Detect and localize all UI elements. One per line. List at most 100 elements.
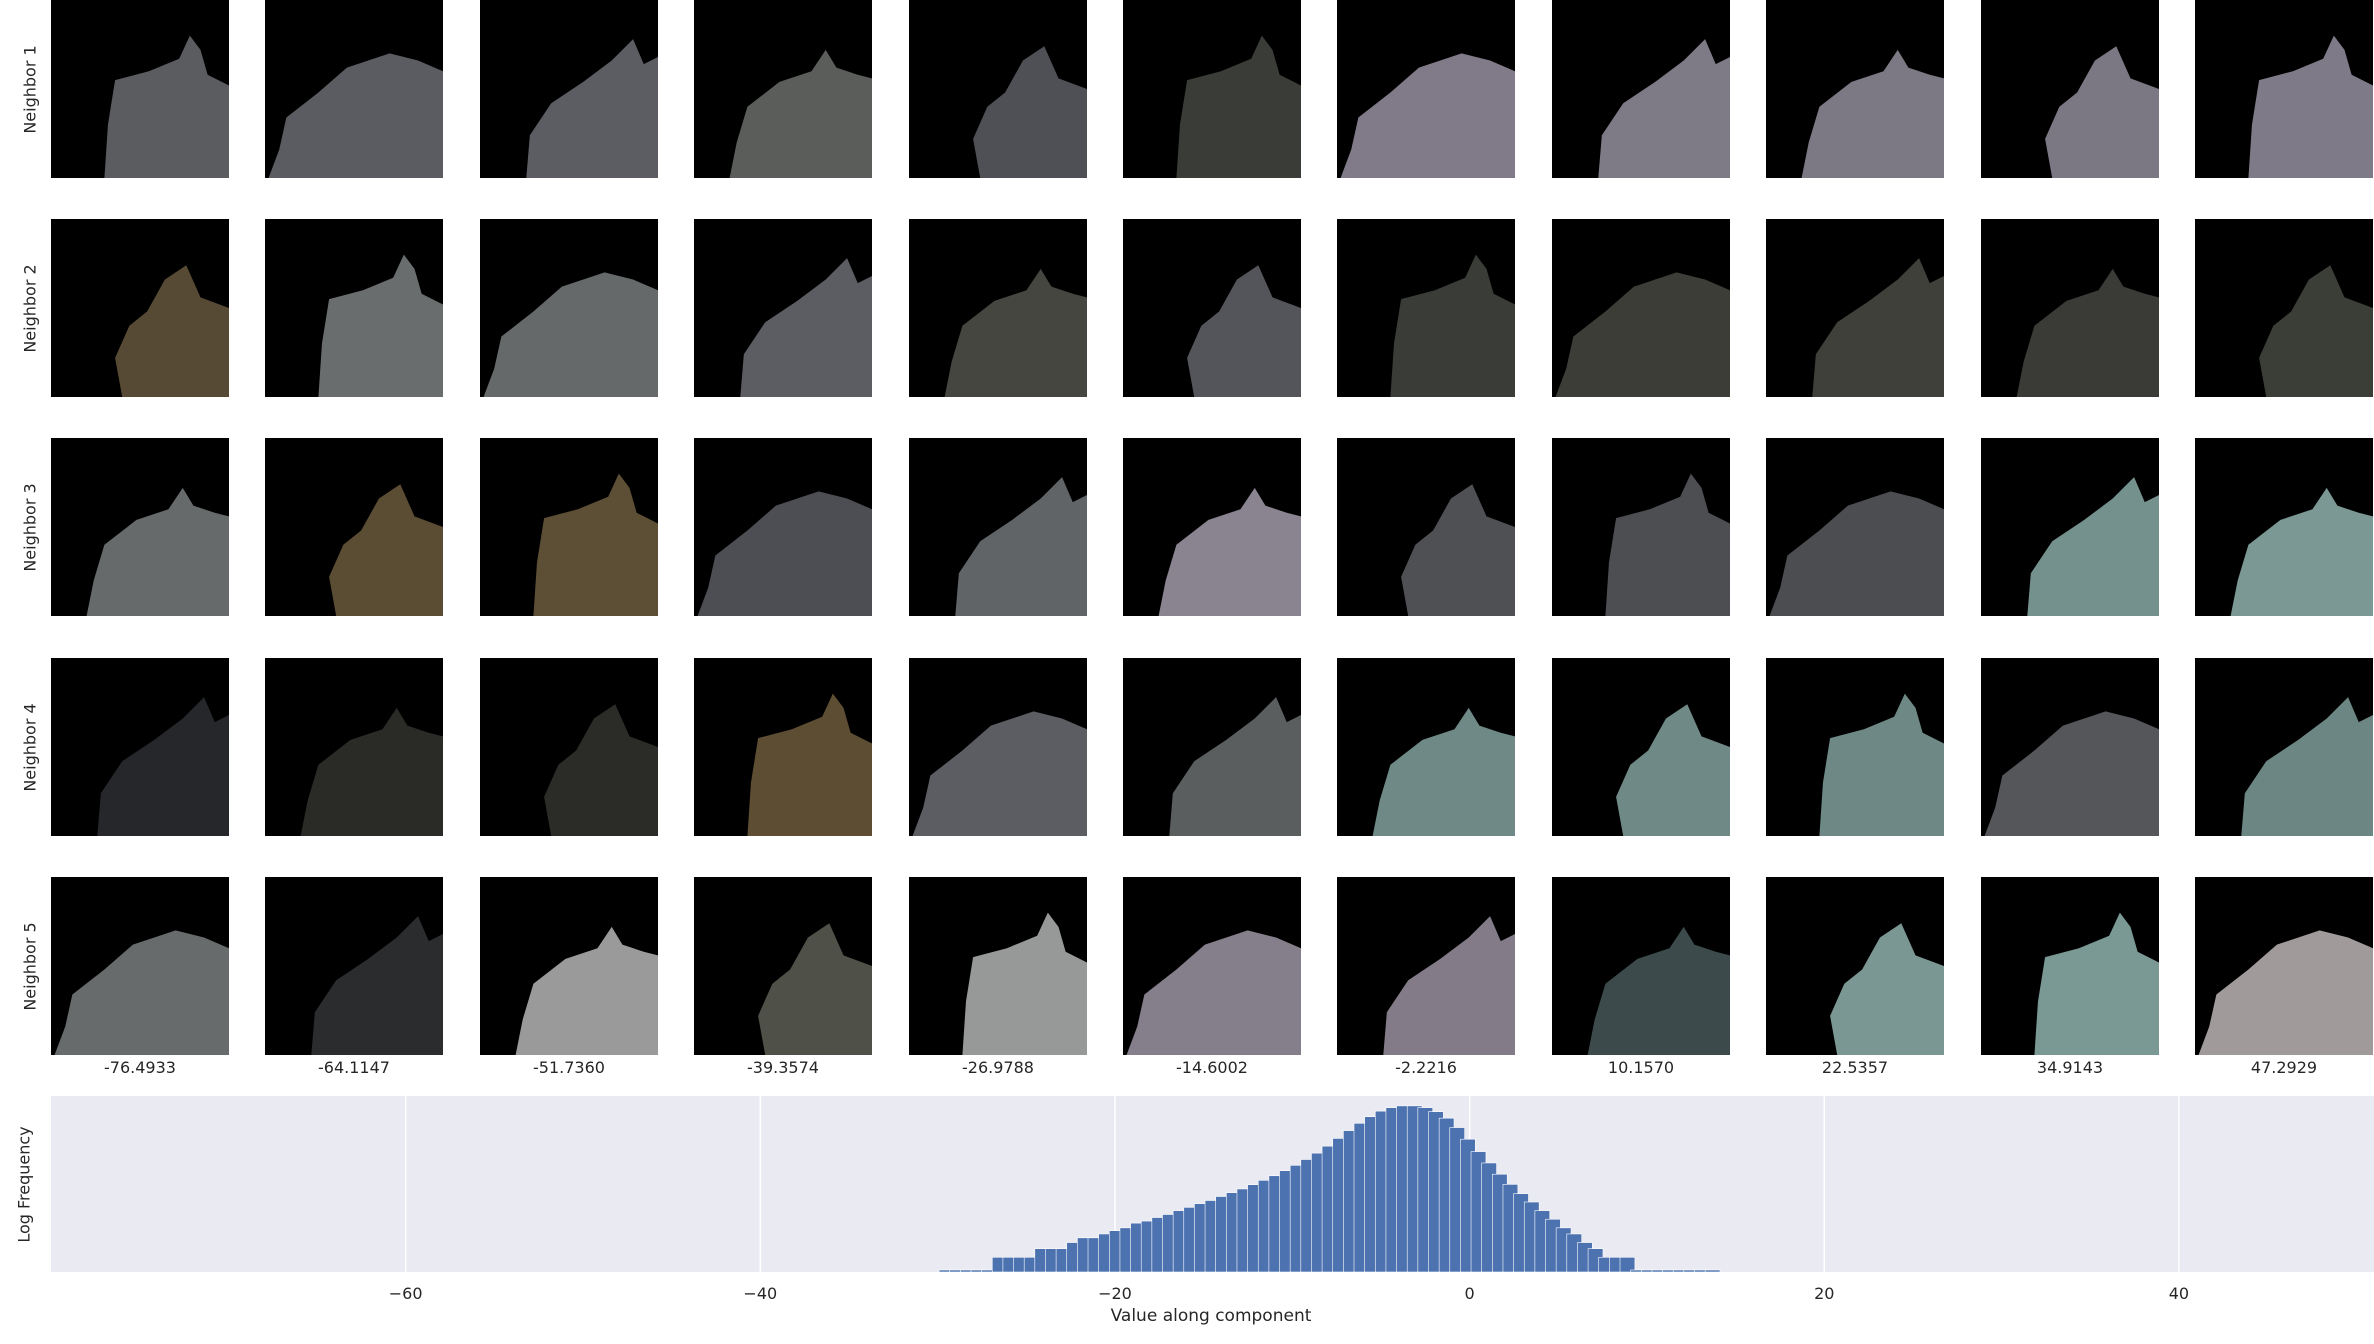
neighbor-image-tile bbox=[1337, 219, 1515, 397]
column-value-label: -76.4933 bbox=[104, 1058, 176, 1077]
segment-mask-svg bbox=[1390, 254, 1515, 397]
segment-blob bbox=[311, 916, 443, 1055]
neighbor-image-tile bbox=[1123, 438, 1301, 616]
segment-blob bbox=[1812, 258, 1944, 397]
segment-mask-svg bbox=[104, 35, 229, 178]
histogram-plot-area bbox=[51, 1096, 2374, 1272]
neighbor-image-tile bbox=[1552, 0, 1730, 178]
segment-mask-svg bbox=[1598, 39, 1730, 178]
segment-mask-svg bbox=[54, 930, 229, 1055]
segment-blob bbox=[2241, 697, 2373, 836]
segment-blob bbox=[1819, 693, 1944, 836]
segment-blob bbox=[912, 711, 1087, 836]
segment-blob bbox=[944, 268, 1087, 397]
neighbor-image-tile bbox=[2195, 438, 2373, 616]
neighbor-image-tile bbox=[1123, 658, 1301, 836]
neighbor-image-tile bbox=[480, 219, 658, 397]
segment-mask-svg bbox=[329, 484, 443, 616]
segment-mask-svg bbox=[1158, 487, 1301, 616]
segment-blob bbox=[1158, 487, 1301, 616]
segment-mask-svg bbox=[2027, 477, 2159, 616]
neighbor-image-tile bbox=[1766, 877, 1944, 1055]
neighbor-image-tile bbox=[2195, 219, 2373, 397]
segment-blob bbox=[300, 707, 443, 836]
row-label-text: Neighbor 4 bbox=[20, 702, 40, 792]
neighbor-image-tile bbox=[1981, 658, 2159, 836]
segment-mask-svg bbox=[697, 491, 872, 616]
column-value-label: -64.1147 bbox=[318, 1058, 390, 1077]
neighbor-image-tile bbox=[1552, 658, 1730, 836]
segment-mask-svg bbox=[758, 923, 872, 1055]
segment-mask-svg bbox=[1126, 930, 1301, 1055]
segment-blob bbox=[268, 53, 443, 178]
segment-blob bbox=[1340, 53, 1515, 178]
segment-mask-svg bbox=[544, 704, 658, 836]
neighbor-image-tile bbox=[265, 877, 443, 1055]
neighbor-image-tile bbox=[1981, 219, 2159, 397]
column-value-label: 34.9143 bbox=[2036, 1058, 2104, 1077]
segment-mask-svg bbox=[1372, 707, 1515, 836]
segment-mask-svg bbox=[97, 697, 229, 836]
x-tick-label: 0 bbox=[1464, 1284, 1475, 1303]
row-label-text: Neighbor 1 bbox=[20, 44, 40, 134]
segment-mask-svg bbox=[2248, 35, 2373, 178]
segment-mask-svg bbox=[1187, 265, 1301, 397]
segment-mask-svg bbox=[1812, 258, 1944, 397]
segment-mask-svg bbox=[1769, 491, 1944, 616]
segment-mask-svg bbox=[740, 258, 872, 397]
segment-blob bbox=[526, 39, 658, 178]
segment-blob bbox=[54, 930, 229, 1055]
segment-blob bbox=[2045, 46, 2159, 178]
segment-mask-svg bbox=[973, 46, 1087, 178]
segment-blob bbox=[1169, 697, 1301, 836]
neighbor-image-tile bbox=[1766, 0, 1944, 178]
histogram-svg bbox=[404, 1096, 2180, 1272]
segment-mask-svg bbox=[515, 926, 658, 1055]
column-value-label: 47.2929 bbox=[2250, 1058, 2318, 1077]
neighbor-image-tile bbox=[265, 0, 443, 178]
neighbor-image-tile bbox=[1123, 0, 1301, 178]
neighbor-image-tile bbox=[1337, 0, 1515, 178]
column-value-label: -51.7360 bbox=[533, 1058, 605, 1077]
neighbor-image-tile bbox=[1981, 0, 2159, 178]
segment-blob bbox=[318, 254, 443, 397]
segment-blob bbox=[97, 697, 229, 836]
segment-mask-svg bbox=[526, 39, 658, 178]
neighbor-image-tile bbox=[265, 658, 443, 836]
column-value-label: -26.9788 bbox=[962, 1058, 1034, 1077]
segment-blob bbox=[1605, 473, 1730, 616]
segment-mask-svg bbox=[1984, 711, 2159, 836]
row-label-text: Neighbor 2 bbox=[20, 263, 40, 353]
neighbor-image-tile bbox=[1552, 877, 1730, 1055]
neighbor-image-tile bbox=[51, 877, 229, 1055]
segment-blob bbox=[1555, 272, 1730, 397]
segment-mask-svg bbox=[962, 912, 1087, 1055]
segment-mask-svg bbox=[1340, 53, 1515, 178]
neighbor-image-tile bbox=[1552, 438, 1730, 616]
segment-blob bbox=[758, 923, 872, 1055]
neighbor-image-tile bbox=[909, 658, 1087, 836]
neighbor-image-tile bbox=[51, 658, 229, 836]
neighbor-image-tile bbox=[1123, 877, 1301, 1055]
segment-blob bbox=[2248, 35, 2373, 178]
segment-blob bbox=[1616, 704, 1730, 836]
neighbor-image-tile bbox=[694, 658, 872, 836]
segment-mask-svg bbox=[311, 916, 443, 1055]
x-tick-label: −40 bbox=[743, 1284, 778, 1303]
segment-mask-svg bbox=[1819, 693, 1944, 836]
x-tick-label: −60 bbox=[388, 1284, 423, 1303]
segment-mask-svg bbox=[1176, 35, 1301, 178]
segment-mask-svg bbox=[1383, 916, 1515, 1055]
segment-mask-svg bbox=[533, 473, 658, 616]
segment-blob bbox=[729, 49, 872, 178]
segment-blob bbox=[2198, 930, 2373, 1055]
neighbor-image-tile bbox=[480, 877, 658, 1055]
segment-blob bbox=[962, 912, 1087, 1055]
y-axis-label: Log Frequency bbox=[4, 1096, 44, 1272]
segment-blob bbox=[544, 704, 658, 836]
segment-blob bbox=[1801, 49, 1944, 178]
neighbor-image-tile bbox=[1337, 658, 1515, 836]
row-label-text: Neighbor 5 bbox=[20, 921, 40, 1011]
neighbor-image-tile bbox=[1981, 877, 2159, 1055]
